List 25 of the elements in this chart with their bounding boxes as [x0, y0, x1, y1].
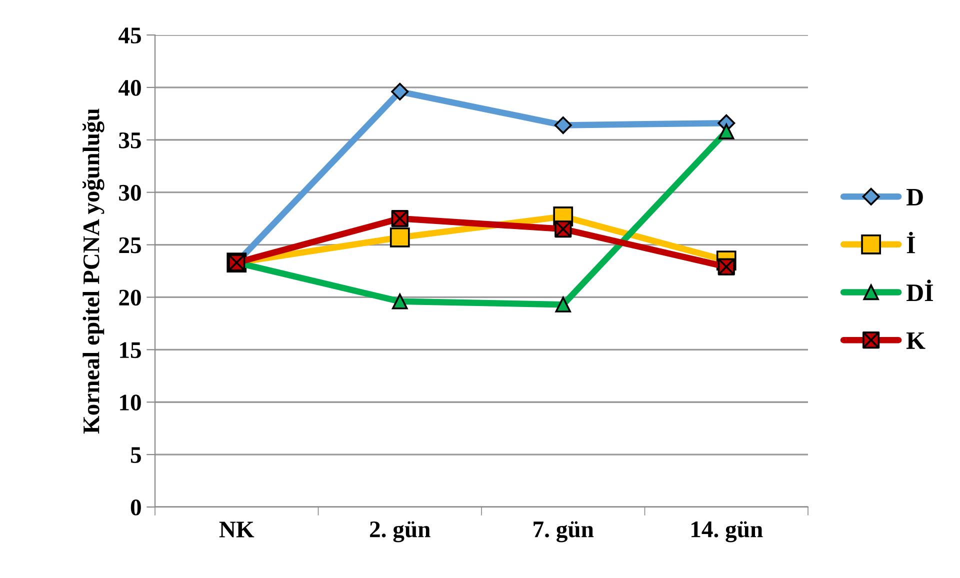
- legend-label: K: [906, 332, 926, 349]
- legend-label: Dİ: [906, 280, 933, 302]
- y-tick-label: 45: [118, 28, 141, 44]
- y-tick-label: 20: [119, 290, 141, 306]
- y-tick-label: 10: [120, 394, 141, 411]
- y-tick-label: 25: [119, 237, 141, 254]
- y-tick-label: 35: [119, 132, 141, 148]
- point: [392, 294, 408, 310]
- point: [554, 116, 572, 134]
- x-tick-label: 14. gün: [692, 521, 763, 542]
- y-axis-title: Korneal epitel PCNA yoğunluğu: [82, 108, 104, 434]
- point: [718, 124, 734, 140]
- point: [391, 82, 409, 100]
- legend-label: D: [906, 188, 923, 206]
- point: [390, 228, 410, 248]
- y-tick-label: 30: [119, 184, 141, 201]
- y-tick-label: 15: [120, 342, 141, 358]
- legend-label: İ: [906, 232, 915, 254]
- y-tick-label: 0: [130, 499, 141, 516]
- x-tick-label: 7. gün: [534, 521, 594, 542]
- point: [555, 296, 571, 312]
- x-tick-label: NK: [219, 522, 254, 538]
- y-tick-label: 40: [118, 80, 141, 96]
- x-tick-label: 2. gün: [370, 521, 430, 542]
- y-tick-label: 5: [130, 447, 141, 463]
